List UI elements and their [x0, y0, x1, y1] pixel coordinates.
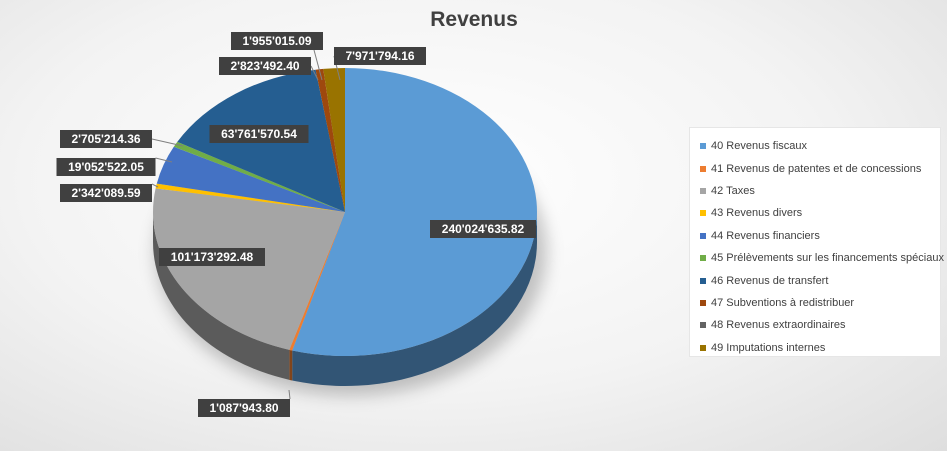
legend-item: 45 Prélèvements sur les financements spé…: [690, 247, 944, 269]
pie-slice-4: [156, 146, 345, 212]
legend-swatch: [700, 143, 706, 150]
pie-slice-0: [292, 68, 537, 356]
legend-item: 40 Revenus fiscaux: [690, 135, 940, 157]
legend-swatch: [700, 255, 706, 262]
legend-item: 42 Taxes: [690, 180, 940, 202]
legend-label: 46 Revenus de transfert: [711, 274, 829, 287]
legend-swatch: [700, 165, 706, 172]
legend-swatch: [700, 187, 706, 194]
leader-line-1: [288, 389, 291, 400]
legend-label: 40 Revenus fiscaux: [711, 140, 807, 153]
data-label-3: 2'342'089.59: [60, 184, 152, 202]
legend-swatch: [700, 322, 706, 329]
legend-label: 42 Taxes: [711, 184, 755, 197]
data-label-2-text: 101'173'292.48: [171, 250, 254, 264]
legend-swatch: [700, 344, 706, 351]
leader-line-7: [310, 65, 319, 81]
legend-label: 43 Revenus divers: [711, 207, 803, 220]
pie-slice-5: [173, 141, 345, 212]
legend-swatch: [700, 277, 706, 284]
legend-swatch: [700, 299, 706, 306]
legend-item: 41 Revenus de patentes et de concessions: [690, 157, 940, 179]
data-label-7-text: 2'823'492.40: [230, 59, 299, 73]
pie-slice-3: [155, 183, 345, 212]
legend-label: 49 Imputations internes: [711, 341, 826, 354]
chart-legend: 40 Revenus fiscaux 41 Revenus de patentes…: [689, 127, 944, 359]
data-label-extra-0-text: 1'955'015.09: [242, 34, 311, 48]
leader-line-3: [151, 183, 159, 188]
data-label-9-text: 7'971'794.16: [345, 49, 414, 63]
data-label-1-text: 1'087'943.80: [209, 401, 278, 415]
data-label-4-text: 19'052'522.05: [68, 160, 144, 174]
data-label-3-text: 2'342'089.59: [71, 186, 140, 200]
pie-slice-side-1: [289, 349, 293, 381]
legend-item: 46 Revenus de transfert: [690, 269, 940, 291]
data-label-5: 2'705'214.36: [60, 130, 152, 148]
legend-swatch: [700, 232, 706, 239]
data-label-9: 7'971'794.16: [334, 47, 426, 65]
legend-item: 44 Revenus financiers: [690, 225, 940, 247]
legend-label: 47 Subventions à redistribuer: [711, 296, 855, 309]
legend-item: 49 Imputations internes: [690, 337, 940, 359]
legend-swatch: [700, 210, 706, 217]
data-label-0: 240'024'635.82: [430, 220, 536, 238]
pie-slice-side-0: [292, 212, 537, 387]
data-label-7: 2'823'492.40: [219, 57, 311, 75]
data-label-0-text: 240'024'635.82: [442, 222, 525, 236]
pie-slice-9: [323, 68, 345, 212]
data-label-extra-0: 1'955'015.09: [231, 32, 323, 50]
data-label-4: 19'052'522.05: [56, 158, 156, 176]
leader-line-extra-0: [313, 49, 323, 81]
leader-line-4: [155, 157, 173, 163]
data-label-6-text: 63'761'570.54: [221, 127, 297, 141]
legend-label: 48 Revenus extraordinaires: [711, 319, 846, 332]
pie-slice-side-2: [153, 212, 290, 380]
pie-slice-2: [153, 188, 345, 350]
data-label-1: 1'087'943.80: [198, 399, 290, 417]
leader-line-5: [151, 138, 184, 147]
data-label-5-text: 2'705'214.36: [71, 132, 140, 146]
legend-item: 48 Revenus extraordinaires: [690, 314, 940, 336]
pie-slice-7: [315, 68, 345, 212]
chart-title: Revenus: [430, 8, 518, 31]
legend-item: 47 Subventions à redistribuer: [690, 292, 940, 314]
legend-label: 41 Revenus de patentes et de concessions: [711, 162, 922, 175]
legend-label: 44 Revenus financiers: [711, 229, 820, 242]
pie-slice-1: [289, 212, 345, 351]
data-label-2: 101'173'292.48: [159, 248, 265, 266]
legend-item: 43 Revenus divers: [690, 202, 940, 224]
data-label-6: 63'761'570.54: [209, 125, 309, 143]
legend-label: 45 Prélèvements sur les financements spé…: [711, 252, 944, 265]
